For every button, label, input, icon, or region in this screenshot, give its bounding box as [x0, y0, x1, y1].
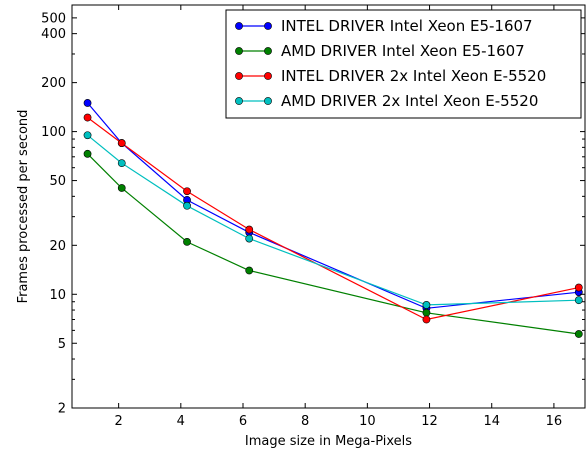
y-tick-label: 100	[41, 125, 66, 140]
series-layer	[83, 99, 583, 338]
legend-swatch-marker	[235, 97, 243, 105]
legend-item: INTEL DRIVER 2x Intel Xeon E-5520	[235, 67, 546, 85]
legend-swatch-marker	[264, 47, 272, 55]
series-line	[87, 153, 579, 335]
x-tick-label: 14	[483, 414, 500, 429]
x-ticks: 2 4 6 8 10 12 14 16	[114, 5, 562, 429]
y-tick-label: 200	[41, 76, 66, 91]
data-point	[574, 296, 583, 305]
legend-item: AMD DRIVER Intel Xeon E5-1607	[235, 42, 525, 60]
legend-label: INTEL DRIVER Intel Xeon E5-1607	[281, 17, 533, 35]
x-tick-label: 2	[114, 414, 122, 429]
data-point	[574, 283, 583, 292]
x-tick-label: 8	[301, 414, 309, 429]
legend: INTEL DRIVER Intel Xeon E5-1607 AMD DRIVE…	[225, 9, 582, 119]
data-point	[183, 237, 191, 246]
legend-swatch-marker	[264, 22, 272, 30]
series-line	[87, 102, 579, 309]
legend-swatch-marker	[235, 72, 243, 80]
series-3	[83, 113, 583, 324]
legend-box	[225, 9, 582, 119]
x-axis-title: Image size in Mega-Pixels	[245, 434, 412, 449]
legend-swatch-marker	[235, 47, 243, 55]
legend-swatch-marker	[235, 22, 243, 30]
data-point	[83, 131, 92, 140]
y-tick-label: 400	[41, 27, 66, 42]
x-tick-label: 6	[239, 414, 247, 429]
data-point	[422, 308, 431, 317]
legend-label: AMD DRIVER 2x Intel Xeon E-5520	[281, 92, 538, 110]
x-tick-label: 10	[359, 414, 376, 429]
data-point	[422, 301, 431, 309]
y-tick-label: 20	[49, 239, 66, 254]
data-point	[245, 225, 254, 234]
axes-frame	[71, 4, 586, 409]
y-tick-label: 2	[58, 402, 66, 417]
series-line	[87, 117, 579, 321]
y-tick-label: 50	[49, 174, 66, 189]
data-point	[83, 149, 92, 158]
axes	[71, 4, 586, 409]
y-tick-label: 5	[58, 337, 66, 352]
data-point	[117, 184, 126, 192]
x-tick-label: 12	[421, 414, 438, 429]
data-point	[245, 234, 254, 243]
data-point	[83, 99, 92, 107]
y-axis-title: Frames processed per second	[16, 110, 31, 304]
y-tick-label: 10	[49, 288, 66, 303]
y-tick-label: 500	[41, 11, 66, 26]
data-point	[117, 139, 126, 147]
data-point	[422, 315, 431, 324]
series-4	[83, 131, 583, 309]
data-point	[183, 187, 191, 196]
data-point	[183, 201, 191, 210]
legend-swatch-marker	[264, 72, 272, 80]
data-point	[83, 113, 92, 122]
x-tick-label: 4	[177, 414, 185, 429]
x-tick-label: 16	[546, 414, 563, 429]
legend-swatch-marker	[264, 97, 272, 105]
legend-item: INTEL DRIVER Intel Xeon E5-1607	[235, 17, 533, 35]
data-point	[245, 266, 254, 275]
series-line	[87, 134, 579, 306]
data-point	[117, 159, 126, 168]
legend-item: AMD DRIVER 2x Intel Xeon E-5520	[235, 92, 538, 110]
data-point	[574, 330, 583, 338]
legend-label: INTEL DRIVER 2x Intel Xeon E-5520	[281, 67, 546, 85]
legend-label: AMD DRIVER Intel Xeon E5-1607	[281, 42, 525, 60]
